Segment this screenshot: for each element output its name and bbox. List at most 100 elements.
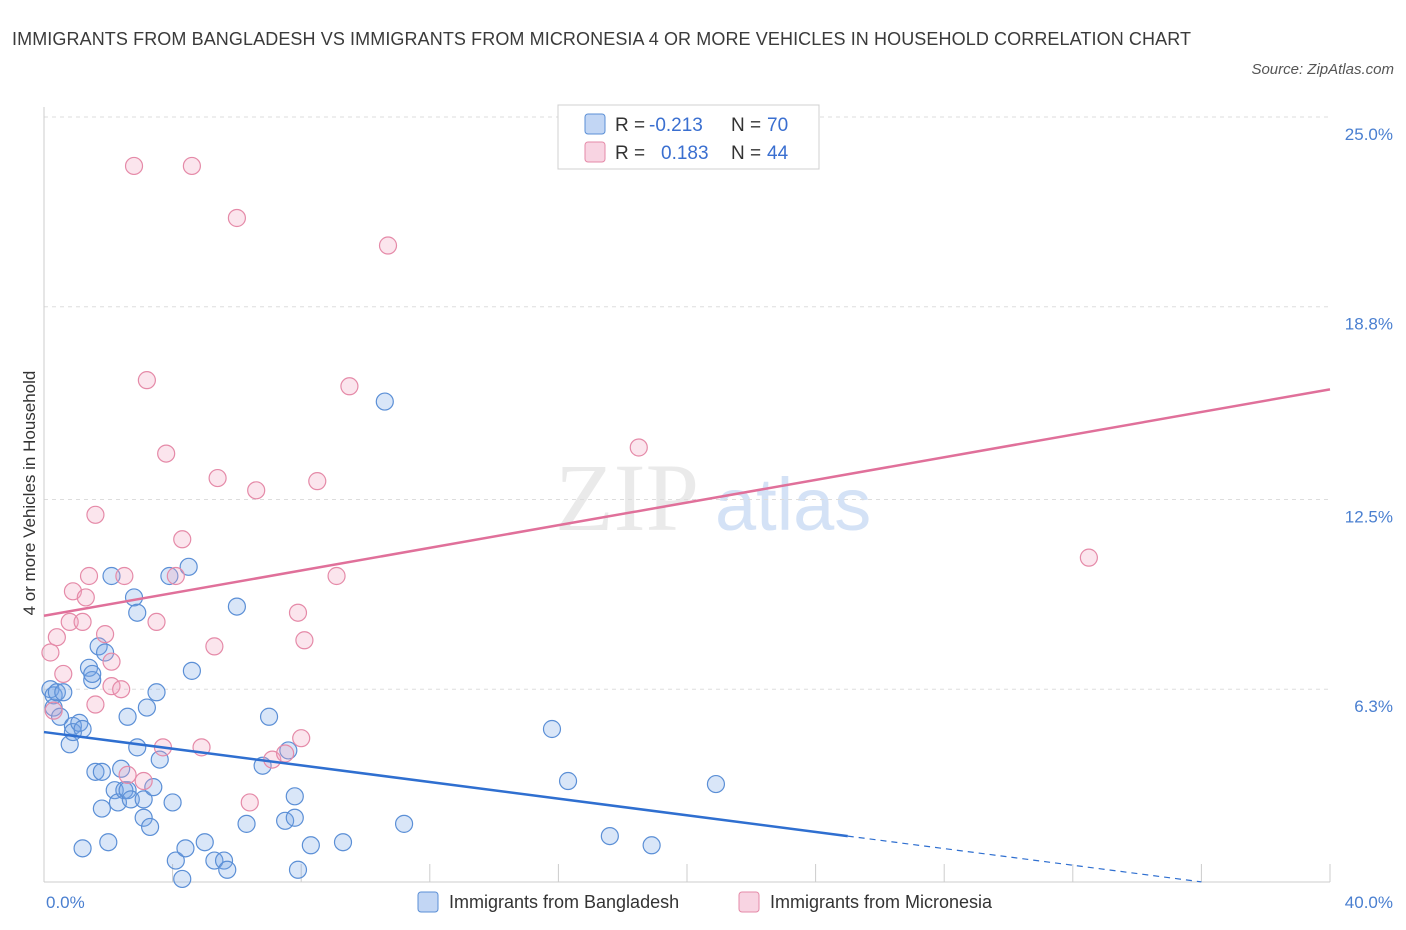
micronesia-point xyxy=(76,588,95,607)
bangladesh-point xyxy=(128,738,147,757)
x-tick-label: 0.0% xyxy=(46,893,85,912)
legend-n-value-1: 70 xyxy=(767,115,788,136)
micronesia-point xyxy=(124,156,144,176)
bangladesh-point xyxy=(118,707,137,726)
bangladesh-point xyxy=(179,557,198,576)
micronesia-point xyxy=(247,481,266,500)
micronesia-point xyxy=(292,729,311,748)
micronesia-point xyxy=(95,625,115,644)
legend-swatch-bangladesh xyxy=(584,113,606,135)
bangladesh-point xyxy=(301,836,320,855)
y-axis-title: 4 or more Vehicles in Household xyxy=(20,371,39,616)
micronesia-point xyxy=(147,612,166,632)
bangladesh-trend-extension xyxy=(847,835,1202,883)
bangladesh-point xyxy=(182,661,201,680)
legend-n-value-2: 44 xyxy=(767,143,789,164)
bangladesh-point xyxy=(134,790,153,809)
bangladesh-point xyxy=(375,392,394,411)
bangladesh-point xyxy=(83,670,102,690)
bangladesh-point xyxy=(173,869,192,889)
bottom-legend-label-bangladesh: Immigrants from Bangladesh xyxy=(449,892,679,912)
micronesia-point xyxy=(115,566,134,586)
bangladesh-point xyxy=(137,698,156,717)
bangladesh-point xyxy=(92,762,111,781)
bangladesh-point xyxy=(73,719,92,739)
bangladesh-point xyxy=(92,799,111,818)
axes xyxy=(43,107,1331,883)
bangladesh-point xyxy=(128,603,147,622)
bangladesh-point xyxy=(86,762,105,781)
bangladesh-point xyxy=(333,833,353,852)
legend-r-label-2: R = xyxy=(615,143,645,164)
bangladesh-point xyxy=(558,771,578,791)
source-label: Source: ZipAtlas.com xyxy=(1251,61,1394,78)
bangladesh-point xyxy=(166,851,185,870)
micronesia-point xyxy=(41,643,60,662)
y-tick-label: 6.3% xyxy=(1354,697,1393,716)
bottom-legend-swatch-micronesia xyxy=(738,891,760,913)
bangladesh-point xyxy=(99,833,118,852)
legend-r-label-1: R = xyxy=(615,115,645,136)
bottom-legend-swatch-bangladesh xyxy=(417,891,439,913)
bangladesh-point xyxy=(147,683,166,702)
y-tick-label: 25.0% xyxy=(1345,125,1393,144)
bangladesh-point xyxy=(144,778,163,797)
micronesia-point xyxy=(205,637,224,656)
legend-r-value-2: 0.183 xyxy=(661,143,709,164)
bangladesh-point xyxy=(95,643,115,662)
micronesia-point xyxy=(173,530,192,549)
bangladesh-point xyxy=(285,787,304,806)
watermark-zip: ZIP xyxy=(555,444,699,551)
micronesia-point xyxy=(629,438,648,457)
bangladesh-point xyxy=(195,833,214,852)
bangladesh-point xyxy=(83,664,102,684)
bangladesh-point xyxy=(600,826,619,846)
micronesia-point xyxy=(378,236,398,255)
trend-lines xyxy=(43,388,1331,883)
bangladesh-point xyxy=(47,683,66,702)
bangladesh-point xyxy=(218,860,237,879)
micronesia-point xyxy=(54,664,73,684)
bottom-legend-label-micronesia: Immigrants from Micronesia xyxy=(770,892,993,912)
y-tick-label: 12.5% xyxy=(1345,508,1393,527)
watermark-atlas: atlas xyxy=(715,463,871,546)
bangladesh-point xyxy=(160,566,179,586)
chart-title: IMMIGRANTS FROM BANGLADESH VS IMMIGRANTS… xyxy=(12,29,1192,49)
bangladesh-point xyxy=(237,814,256,833)
bangladesh-point xyxy=(642,836,661,855)
bangladesh-point xyxy=(54,683,73,702)
micronesia-point xyxy=(288,603,308,622)
micronesia-point xyxy=(118,765,137,785)
micronesia-point xyxy=(137,371,156,390)
bangladesh-point xyxy=(73,839,92,858)
bangladesh-point xyxy=(140,817,160,837)
bangladesh-point xyxy=(285,808,304,827)
micronesia-trend-line xyxy=(43,388,1331,618)
micronesia-point xyxy=(157,444,176,463)
micronesia-point xyxy=(1079,548,1098,567)
bangladesh-point xyxy=(227,597,246,616)
legend-swatch-micronesia xyxy=(584,141,606,163)
bangladesh-point xyxy=(134,808,153,827)
bangladesh-points xyxy=(41,392,726,889)
bangladesh-point xyxy=(288,860,308,879)
micronesia-point xyxy=(73,612,92,632)
series-legend: Immigrants from Bangladesh Immigrants fr… xyxy=(417,891,993,913)
micronesia-point xyxy=(86,505,105,524)
micronesia-points xyxy=(41,156,1098,812)
micronesia-point xyxy=(327,566,346,586)
bangladesh-point xyxy=(176,839,195,858)
tick-labels: 6.3% 12.5% 18.8% 25.0% 0.0% 40.0% xyxy=(46,125,1393,912)
micronesia-point xyxy=(240,793,259,812)
micronesia-point xyxy=(227,208,246,228)
y-tick-label: 18.8% xyxy=(1345,315,1393,334)
micronesia-point xyxy=(166,566,185,586)
micronesia-point xyxy=(79,566,99,586)
bangladesh-point xyxy=(542,719,562,739)
bangladesh-point xyxy=(279,741,298,760)
micronesia-point xyxy=(86,695,105,714)
correlation-legend: R = -0.213 N = 70 R = 0.183 N = 44 xyxy=(557,104,820,170)
micronesia-point xyxy=(44,701,63,720)
legend-n-label-2: N = xyxy=(731,143,761,164)
bangladesh-trend-line xyxy=(43,730,848,838)
